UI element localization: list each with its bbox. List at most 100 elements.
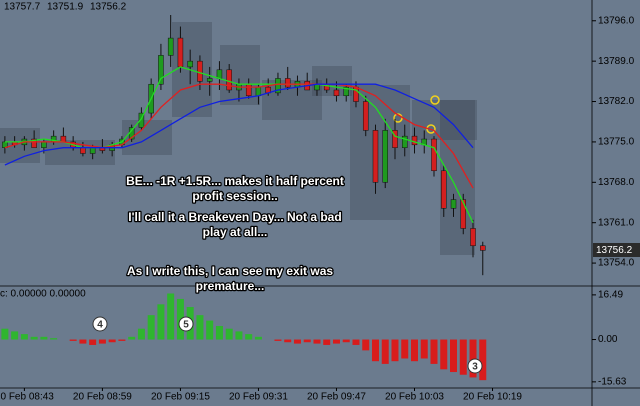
candle-body [138,112,145,128]
histogram-bar [235,331,243,340]
ohlc-high: 13757.7 [4,2,41,13]
histogram-bar [342,339,350,343]
histogram-bar [215,325,223,340]
histogram-bar [381,339,389,364]
histogram-bar [254,336,262,340]
histogram-bar [98,339,106,344]
histogram-bar [30,336,38,340]
candle-body [372,130,379,183]
oscillator-header: c: 0.00000 0.00000 [0,289,86,300]
y-tick-label: -15.63 [598,376,627,387]
candle-body [2,141,8,148]
histogram-bar [323,339,331,345]
histogram-bar [79,339,87,344]
candle-body [255,86,262,97]
histogram-bar [167,293,175,340]
candle-body [80,147,86,154]
candle-body [187,60,193,68]
marker-label: 3 [472,362,478,373]
candle-body [460,199,467,229]
histogram-bar [303,339,311,343]
candle-body [158,55,164,85]
candle-body [216,69,223,79]
candle-body [431,138,437,172]
histogram-bar [11,331,19,340]
annotation: premature... [196,279,265,293]
candle-body [343,86,349,97]
candle-body [411,135,418,146]
histogram-bar [137,328,145,340]
histogram-bar [293,339,301,344]
candle-body [167,37,174,56]
histogram-bar [332,339,340,344]
trade-markers [393,95,440,134]
marker-circle [92,316,108,332]
annotation: play at all... [203,225,268,239]
x-tick-label: 20 Feb 09:15 [151,392,210,403]
annotation: BE... -1R +1.5R... makes it half percent [126,174,344,188]
y-tick-label: 13789.0 [598,56,635,67]
candle-body [41,141,47,148]
histogram-bar [313,339,321,344]
y-tick-label: 13761.0 [598,217,635,228]
marker-circle [467,358,483,374]
marker-circle [178,316,194,332]
histogram-bar [410,339,418,362]
histogram-bar [420,339,428,359]
annotation: I'll call it a Breakeven Day... Not a ba… [128,210,341,224]
candle-body [284,78,291,88]
candle-body [362,101,369,131]
histogram-bar [469,339,477,378]
moving-average [4,83,474,166]
candle-body [177,37,184,68]
histogram-bar [20,334,28,340]
candle-body [245,83,252,97]
x-tick-label: 20 Feb 08:43 [0,392,54,403]
candle-body [275,78,281,94]
histogram-bar [1,328,9,340]
candle-body [392,130,398,148]
marker-label: 4 [97,320,103,331]
candle-body [480,245,486,251]
histogram-bar [440,339,448,370]
y-tick-label: 13775.0 [598,137,635,148]
candle-body [470,228,476,247]
histogram-bar [89,339,97,345]
histogram-bar [352,339,360,345]
y-tick-label: 13754.0 [598,258,635,269]
histogram-bar [391,339,399,362]
plot: 13796.0 13789.0 13782.0 13775.0 13768.0 13761… [0,15,635,403]
y-tick-label: 13796.0 [598,15,635,26]
histogram-bar [108,339,116,343]
candle-body [226,69,232,91]
y-tick-label: 13768.0 [598,177,635,188]
moving-average [4,83,474,189]
histogram-bar [430,339,438,364]
histogram-bar [459,339,467,375]
histogram-bar [479,339,487,381]
histogram-bar [157,304,165,340]
histogram-bar [147,315,155,340]
annotation: profit session.. [192,189,277,203]
x-tick-label: 20 Feb 08:59 [73,392,132,403]
histogram-bar [245,334,253,340]
histogram-bar [69,339,77,341]
histogram-bar [284,339,292,343]
histogram-bar [40,336,48,340]
x-tick-label: 20 Feb 09:47 [307,392,366,403]
annotation: As I write this, I can see my exit was [127,264,333,278]
current-price: 13756.2 [596,245,633,256]
ohlc-close: 13756.2 [90,2,127,13]
candle-body [197,60,203,82]
histogram-bar [118,339,126,341]
candle-body [31,138,37,148]
histogram-bar [450,339,458,373]
candle-body [333,89,340,97]
y-tick-label: 16.49 [598,290,623,301]
y-tick-label: 13782.0 [598,96,635,107]
candle-body [450,199,457,209]
x-tick-label: 20 Feb 10:03 [385,392,444,403]
histogram-bar [50,338,58,340]
